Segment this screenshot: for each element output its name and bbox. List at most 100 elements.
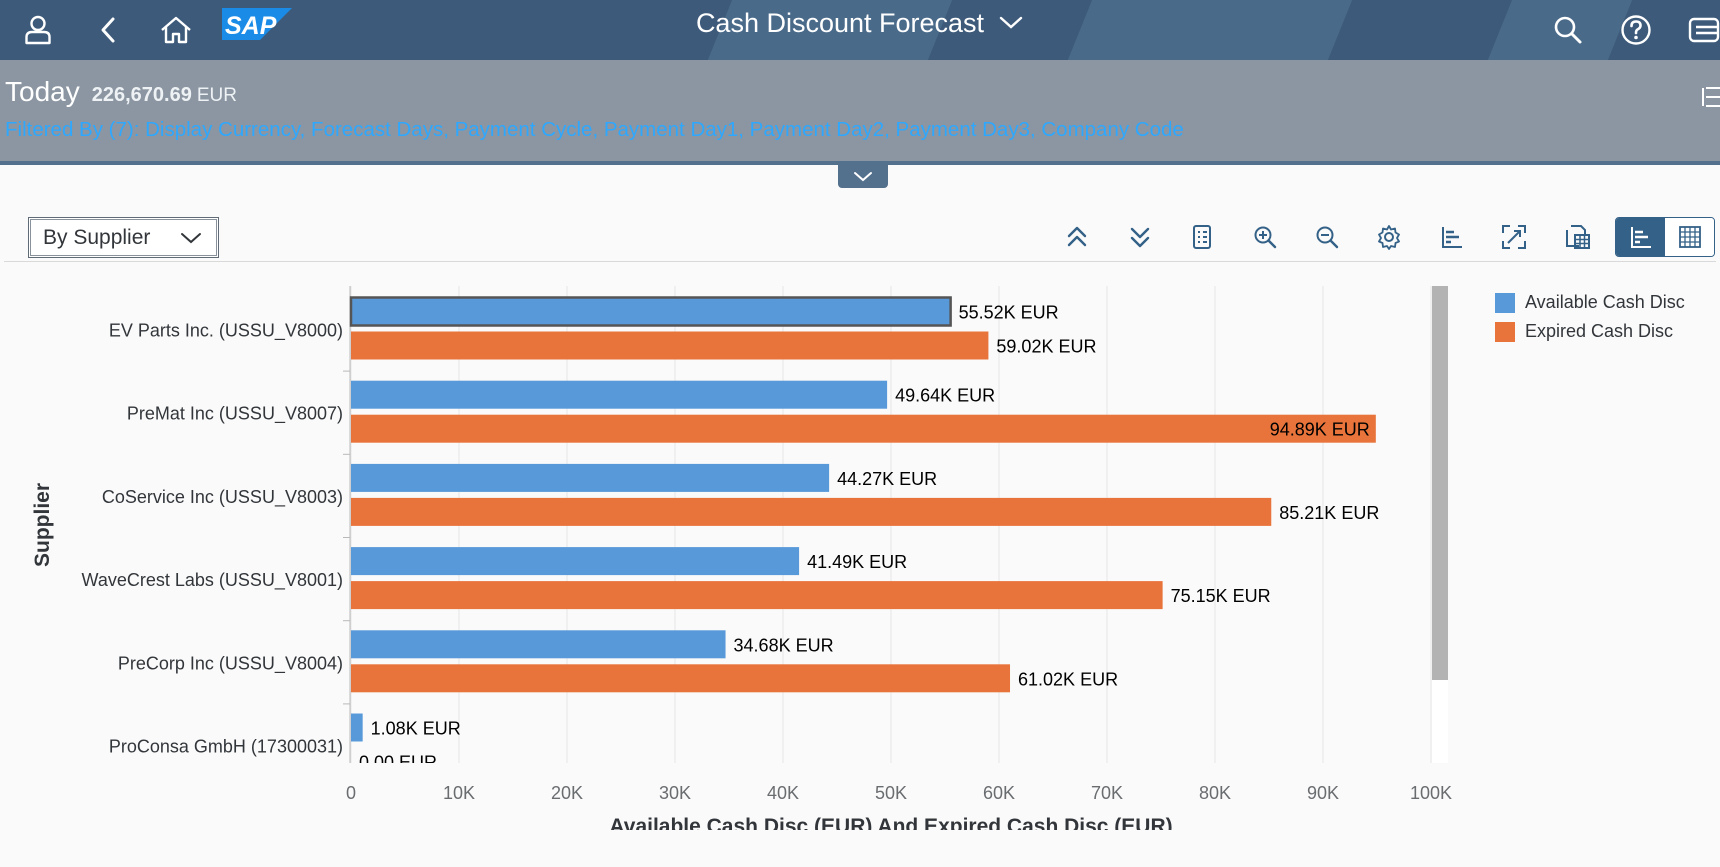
data-label: 49.64K EUR [895,386,995,406]
back-icon [101,17,115,43]
data-label: 75.15K EUR [1171,586,1271,606]
chevron-down-icon [181,232,201,243]
download-button[interactable] [1555,217,1599,257]
legend-icon [1442,227,1462,248]
bar[interactable] [351,664,1011,693]
today-label: Today [5,76,80,107]
y-axis-title: Supplier [31,483,54,567]
bar[interactable] [351,713,363,742]
plot-content: EV Parts Inc. (USSU_V8000) 55.52K EUR 59.0… [82,296,1379,773]
legend-label: Available Cash Disc [1525,292,1685,312]
fullscreen-button[interactable] [1492,217,1536,257]
data-label: 94.89K EUR [1270,420,1370,440]
app-title: Cash Discount Forecast [695,7,985,38]
today-amount: 226,670.69 [91,84,192,106]
page-header: Today 226,670.69 EUR Filtered By (7): Di… [0,60,1720,164]
legend-item[interactable]: Expired Cash Disc [1495,317,1685,346]
bar[interactable] [351,630,726,659]
home-button[interactable] [152,6,200,54]
category-label: WaveCrest Labs (USSU_V8001) [82,570,343,591]
data-label: 61.02K EUR [1018,669,1118,689]
x-tick-label: 80K [1199,783,1231,803]
bar[interactable] [351,414,1376,443]
notifications-button[interactable] [1676,6,1720,54]
chevron-down-icon [854,172,872,182]
data-label: 1.08K EUR [371,719,461,739]
x-tick-label: 90K [1307,783,1339,803]
today-currency: EUR [196,85,237,106]
user-profile-button[interactable] [14,6,62,54]
app-title-menu[interactable]: Cash Discount Forecast [696,8,1024,39]
data-label: 44.27K EUR [837,469,937,489]
chevron-down-icon [999,16,1023,29]
today-summary: Today 226,670.69 EUR [5,76,237,108]
details-button[interactable] [1180,217,1224,257]
collapse-header-button[interactable] [838,164,888,188]
notifications-icon [1688,17,1720,43]
search-icon [1554,16,1582,44]
expand-all-icon [1130,227,1150,248]
table-view-icon [1678,226,1701,248]
legend-swatch [1495,321,1515,342]
bar[interactable] [349,296,952,327]
collapse-all-button[interactable] [1055,217,1099,257]
view-select[interactable]: By Supplier [30,219,217,256]
data-label: 55.52K EUR [959,303,1059,323]
legend-item[interactable]: Available Cash Disc [1495,288,1685,317]
bar[interactable] [351,547,800,576]
bar[interactable] [351,581,1163,610]
bar[interactable] [351,331,989,360]
list-icon[interactable] [1700,82,1720,112]
bar-chart: EV Parts Inc. (USSU_V8000) 55.52K EUR 59.0… [31,286,1452,838]
data-label: 34.68K EUR [734,635,834,655]
user-icon [25,15,51,45]
details-icon [1193,225,1211,249]
x-tick-label: 60K [983,783,1015,803]
x-tick-label: 40K [767,783,799,803]
sap-logo-text: SAP [225,12,277,40]
settings-icon [1378,225,1400,250]
download-icon [1566,225,1590,249]
category-label: EV Parts Inc. (USSU_V8000) [109,321,343,342]
search-button[interactable] [1544,6,1592,54]
data-label: 0.00 EUR [359,753,437,773]
x-tick-label: 30K [659,783,691,803]
zoom-in-icon [1254,226,1277,249]
zoom-in-button[interactable] [1243,217,1287,257]
help-button[interactable] [1612,6,1660,54]
x-tick-label: 10K [443,783,475,803]
settings-button[interactable] [1367,217,1411,257]
scrollbar-thumb[interactable] [1432,286,1448,680]
x-tick-label: 100K [1410,783,1452,803]
bar[interactable] [351,463,830,492]
legend-button[interactable] [1430,217,1474,257]
data-label: 59.02K EUR [996,337,1096,357]
view-toggle [1615,217,1715,257]
chart-view-icon [1630,227,1651,248]
chart-view-button[interactable] [1616,218,1665,256]
shell-decoration [1067,0,1353,60]
back-button[interactable] [84,6,132,54]
x-axis-title: Available Cash Disc (EUR) And Expired Ca… [609,815,1172,830]
toolbar-divider [4,261,1716,262]
table-view-button[interactable] [1665,218,1714,256]
home-icon [161,16,191,44]
sap-logo[interactable]: SAP [222,8,292,40]
collapse-all-icon [1067,226,1087,247]
zoom-out-icon [1316,226,1339,249]
x-tick-label: 20K [551,783,583,803]
data-label: 41.49K EUR [807,552,907,572]
header-divider [0,161,1720,165]
filter-summary-link[interactable]: Filtered By (7): Display Currency, Forec… [5,118,1184,141]
bar[interactable] [351,380,888,409]
bar[interactable] [351,497,1272,526]
zoom-out-button[interactable] [1305,217,1349,257]
x-tick-label: 70K [1091,783,1123,803]
app-title-bar: Cash Discount Forecast [0,0,1720,46]
chart-area: EV Parts Inc. (USSU_V8000) 55.52K EUR 59.0… [0,270,1720,838]
expand-all-button[interactable] [1118,217,1162,257]
chart-legend: Available Cash Disc Expired Cash Disc [1495,288,1685,346]
view-select-value: By Supplier [43,225,151,249]
x-tick-label: 50K [875,783,907,803]
x-tick-label: 0 [346,783,356,803]
